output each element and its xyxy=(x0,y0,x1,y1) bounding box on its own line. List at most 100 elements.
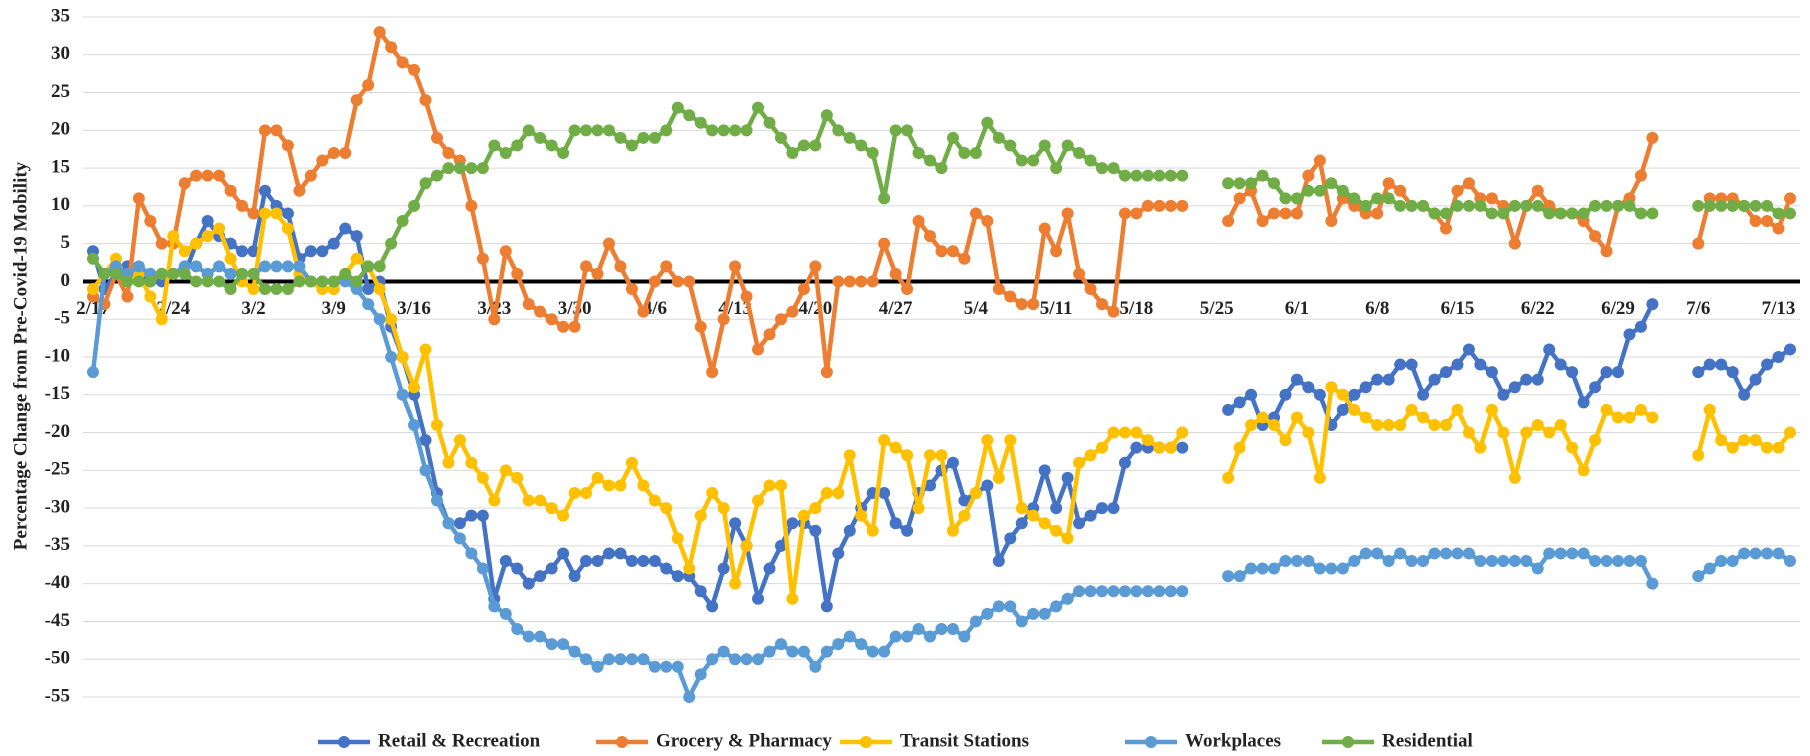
data-point xyxy=(1325,562,1338,575)
data-point xyxy=(213,222,226,235)
data-point xyxy=(1612,555,1625,567)
data-point xyxy=(1256,562,1269,575)
data-point xyxy=(213,260,226,273)
data-point xyxy=(1405,555,1418,567)
data-point xyxy=(419,177,432,190)
data-point xyxy=(1164,441,1177,454)
data-point xyxy=(144,290,157,303)
data-point xyxy=(1061,471,1074,484)
series-line xyxy=(1226,137,1655,254)
legend-item: Grocery & Pharmacy xyxy=(596,730,832,751)
data-point xyxy=(1313,562,1326,575)
data-point xyxy=(373,283,386,295)
data-point xyxy=(339,147,352,159)
data-point xyxy=(1073,267,1086,280)
data-point xyxy=(1784,426,1796,439)
data-point xyxy=(1359,381,1372,394)
data-point xyxy=(1245,177,1258,190)
data-point xyxy=(499,245,512,258)
data-point xyxy=(499,464,512,477)
data-point xyxy=(224,184,237,197)
data-point xyxy=(1451,358,1464,371)
data-point xyxy=(763,645,776,658)
data-point xyxy=(1256,411,1269,424)
data-point xyxy=(1623,199,1636,212)
data-point xyxy=(1749,373,1762,386)
data-point xyxy=(190,275,203,288)
data-point xyxy=(901,124,914,137)
data-point xyxy=(442,147,455,159)
data-point xyxy=(1015,154,1028,167)
data-point xyxy=(1554,547,1567,560)
data-point xyxy=(797,509,810,522)
data-point xyxy=(1428,207,1441,220)
data-point xyxy=(144,215,157,227)
data-point xyxy=(568,645,581,658)
data-point xyxy=(671,532,684,545)
data-point xyxy=(1520,555,1533,567)
data-point xyxy=(924,479,937,492)
data-point xyxy=(1130,441,1143,454)
data-point xyxy=(625,653,638,666)
data-point xyxy=(660,660,673,673)
data-point xyxy=(832,487,845,499)
data-point xyxy=(419,94,432,107)
data-point xyxy=(1531,419,1544,431)
data-point xyxy=(1451,199,1464,212)
data-point xyxy=(740,290,753,303)
data-point xyxy=(1417,555,1430,567)
data-point xyxy=(350,252,363,265)
data-point xyxy=(1050,524,1063,537)
data-point xyxy=(476,471,489,484)
data-point xyxy=(568,570,581,583)
data-point xyxy=(557,547,570,560)
data-point xyxy=(1646,131,1659,144)
x-tick-label: 7/13 xyxy=(1762,298,1796,319)
data-point xyxy=(419,464,432,477)
data-point xyxy=(1612,411,1625,424)
data-point xyxy=(1474,441,1487,454)
data-point xyxy=(1279,192,1292,205)
data-point xyxy=(339,222,352,235)
series-line xyxy=(1228,173,1653,216)
data-point xyxy=(648,131,661,144)
y-tick-label: -20 xyxy=(45,421,70,442)
data-point xyxy=(1749,199,1762,212)
data-point xyxy=(1073,517,1086,530)
data-point xyxy=(190,169,203,182)
data-point xyxy=(832,275,845,288)
data-point xyxy=(1577,207,1590,220)
x-tick-label: 5/4 xyxy=(964,298,989,319)
data-point xyxy=(1692,237,1705,250)
data-point xyxy=(408,63,421,76)
data-point xyxy=(155,313,168,326)
data-point xyxy=(545,313,558,326)
data-point xyxy=(992,555,1005,567)
data-point xyxy=(660,562,673,575)
data-point xyxy=(362,283,375,295)
data-point xyxy=(992,600,1005,613)
data-point xyxy=(1784,555,1796,567)
data-point xyxy=(293,275,306,288)
data-point xyxy=(1749,434,1762,447)
data-point xyxy=(1256,169,1269,182)
data-point xyxy=(1749,547,1762,560)
legend-marker xyxy=(616,736,628,748)
data-point xyxy=(557,638,570,651)
data-point xyxy=(1508,555,1521,567)
data-point xyxy=(763,116,776,129)
data-point xyxy=(1371,547,1384,560)
data-point xyxy=(1176,585,1189,598)
data-point xyxy=(1256,215,1269,227)
data-point xyxy=(1623,328,1636,341)
data-point xyxy=(1371,207,1384,220)
data-point xyxy=(132,275,145,288)
data-point xyxy=(201,275,214,288)
data-point xyxy=(1038,607,1051,620)
data-point xyxy=(236,245,249,258)
data-point xyxy=(1692,449,1705,462)
data-point xyxy=(706,124,719,137)
data-point xyxy=(660,124,673,137)
data-point xyxy=(1784,207,1796,220)
data-point xyxy=(1589,434,1602,447)
